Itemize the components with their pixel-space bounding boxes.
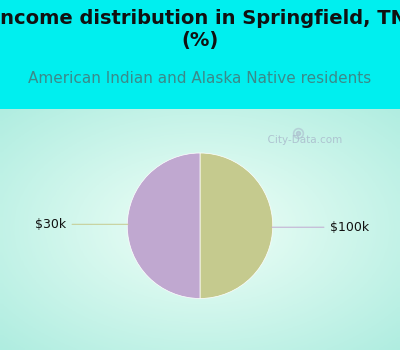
Text: $30k: $30k bbox=[35, 218, 128, 231]
Text: Income distribution in Springfield, TN
(%): Income distribution in Springfield, TN (… bbox=[0, 9, 400, 50]
Text: $100k: $100k bbox=[272, 221, 369, 234]
Wedge shape bbox=[127, 153, 200, 299]
Text: American Indian and Alaska Native residents: American Indian and Alaska Native reside… bbox=[28, 71, 372, 86]
Text: City-Data.com: City-Data.com bbox=[260, 135, 342, 145]
Wedge shape bbox=[200, 153, 273, 299]
